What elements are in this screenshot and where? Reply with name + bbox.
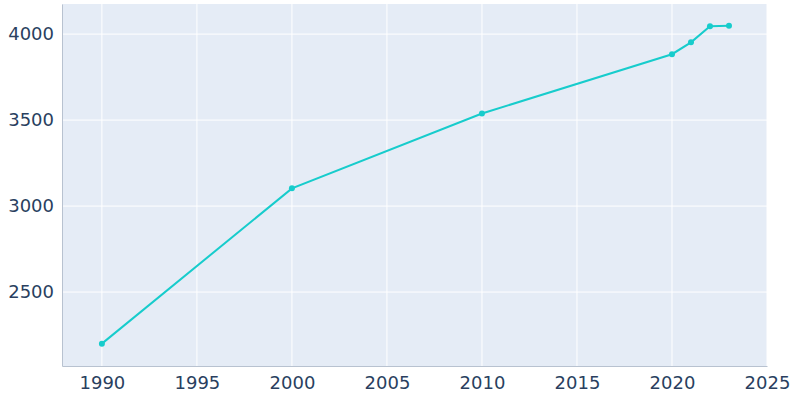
point xyxy=(726,23,732,29)
y-tick: 2500 xyxy=(8,281,62,302)
y-grid-line xyxy=(62,34,767,35)
plot-background xyxy=(62,4,767,366)
x-tick-label: 2020 xyxy=(650,372,696,393)
y-tick: 3000 xyxy=(8,195,62,216)
series xyxy=(99,23,732,347)
x-axis: 1990 1995 2000 2005 2010 2015 2020 2025 xyxy=(63,366,791,393)
y-tick: 4000 xyxy=(8,23,62,44)
x-tick-label: 1995 xyxy=(175,372,221,393)
x-tick-label: 1990 xyxy=(79,372,125,393)
x-tick: 1990 xyxy=(79,366,125,393)
y-axis: 2500 3000 3500 4000 xyxy=(8,5,62,367)
y-tick-label: 3500 xyxy=(8,109,54,130)
x-tick-label: 2010 xyxy=(460,372,506,393)
x-grid-line xyxy=(291,4,292,366)
x-tick: 2010 xyxy=(460,366,506,393)
x-tick: 2020 xyxy=(650,366,696,393)
x-grid-line xyxy=(101,4,102,366)
x-grid-line xyxy=(196,4,197,366)
x-tick: 2025 xyxy=(745,366,791,393)
y-tick-label: 2500 xyxy=(8,281,54,302)
point xyxy=(707,23,713,29)
point xyxy=(688,39,694,45)
y-tick-label: 3000 xyxy=(8,195,54,216)
x-grid-line xyxy=(386,4,387,366)
x-grid-line xyxy=(576,4,577,366)
y-grid-line xyxy=(62,120,767,121)
line xyxy=(102,26,729,344)
point xyxy=(99,341,105,347)
chart: 1990 1995 2000 2005 2010 2015 2020 2025 2500 3000… xyxy=(0,0,800,400)
x-grid-line xyxy=(671,4,672,366)
y-grid-line xyxy=(62,292,767,293)
plot: 1990 1995 2000 2005 2010 2015 2020 2025 2500 3000… xyxy=(8,4,790,393)
y-grid-line xyxy=(62,206,767,207)
y-tick-label: 4000 xyxy=(8,23,54,44)
x-axis-line xyxy=(63,366,768,367)
grid xyxy=(62,4,767,366)
point xyxy=(479,111,485,117)
x-tick-label: 2000 xyxy=(270,372,316,393)
x-tick-label: 2005 xyxy=(365,372,411,393)
x-tick: 2015 xyxy=(555,366,601,393)
x-grid-line xyxy=(767,4,768,366)
x-tick: 2000 xyxy=(270,366,316,393)
x-tick: 1995 xyxy=(175,366,221,393)
x-grid-line xyxy=(481,4,482,366)
y-tick: 3500 xyxy=(8,109,62,130)
x-tick-label: 2015 xyxy=(555,372,601,393)
point xyxy=(669,51,675,57)
x-tick-label: 2025 xyxy=(745,372,791,393)
y-axis-line xyxy=(62,5,63,367)
x-tick: 2005 xyxy=(365,366,411,393)
point xyxy=(289,185,295,191)
